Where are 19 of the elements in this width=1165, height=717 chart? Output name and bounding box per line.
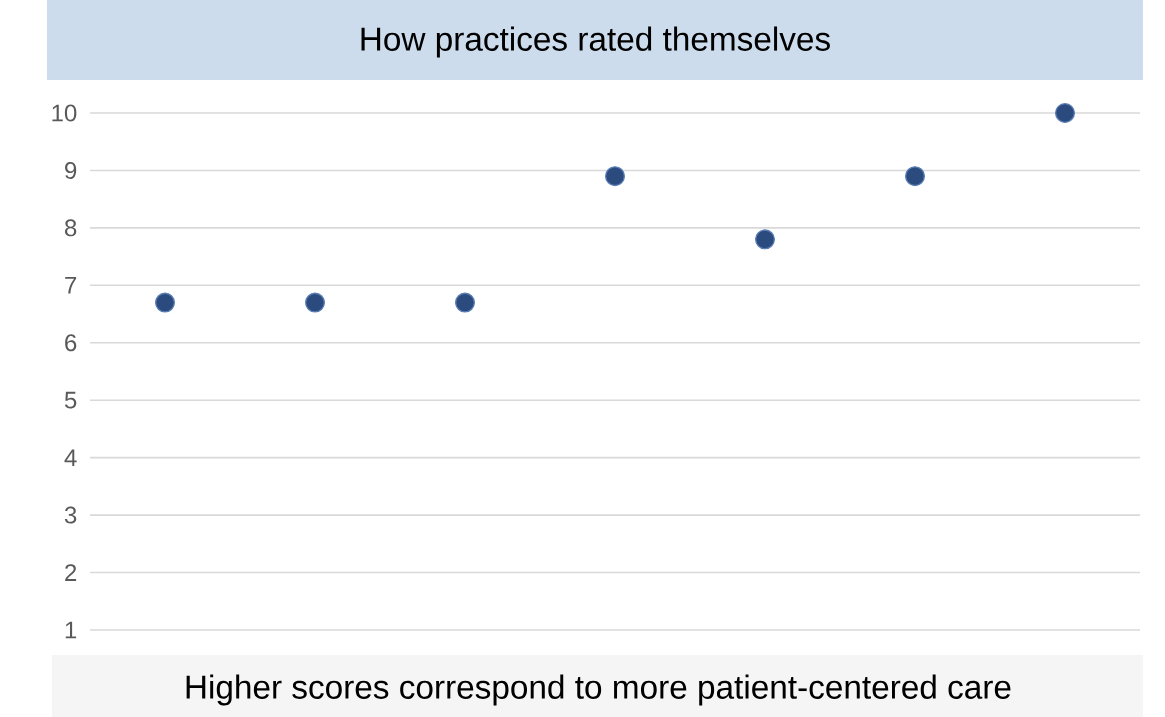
- y-tick-label: 7: [65, 277, 77, 294]
- text: Higher scores correspond to more patient-centered care: [186, 674, 1011, 706]
- y-tick-label: 4: [64, 449, 77, 466]
- point: [155, 292, 176, 313]
- y-tick-label: 2: [65, 564, 77, 581]
- point: [605, 166, 626, 187]
- point: [755, 229, 776, 250]
- chart-title: How practices rated themselves: [361, 26, 830, 58]
- y-tick-label: 9: [65, 161, 77, 179]
- y-tick-label: 5: [64, 391, 77, 409]
- point: [1055, 102, 1075, 123]
- point: [455, 292, 476, 313]
- y-tick-label: 6: [65, 334, 77, 352]
- y-tick-label: 1: [65, 621, 77, 639]
- y-tick-label: 10: [52, 104, 77, 122]
- y-tick-label: 8: [65, 219, 77, 237]
- point: [905, 166, 925, 187]
- y-tick-label: 3: [64, 506, 77, 524]
- point: [305, 292, 326, 313]
